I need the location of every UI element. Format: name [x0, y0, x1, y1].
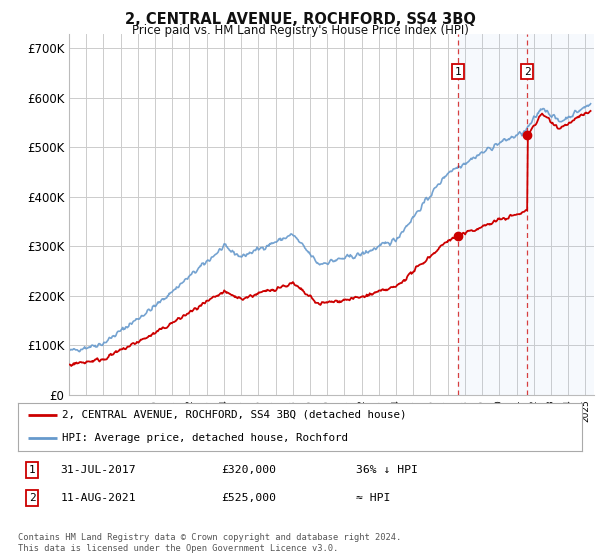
Text: 36% ↓ HPI: 36% ↓ HPI: [356, 465, 418, 475]
Text: 2: 2: [29, 493, 35, 503]
Text: 1: 1: [29, 465, 35, 475]
Text: HPI: Average price, detached house, Rochford: HPI: Average price, detached house, Roch…: [62, 433, 348, 444]
Text: 2, CENTRAL AVENUE, ROCHFORD, SS4 3BQ (detached house): 2, CENTRAL AVENUE, ROCHFORD, SS4 3BQ (de…: [62, 409, 406, 419]
Text: 2, CENTRAL AVENUE, ROCHFORD, SS4 3BQ: 2, CENTRAL AVENUE, ROCHFORD, SS4 3BQ: [125, 12, 475, 27]
Text: 31-JUL-2017: 31-JUL-2017: [60, 465, 136, 475]
Text: £320,000: £320,000: [221, 465, 276, 475]
Text: 1: 1: [454, 67, 461, 77]
Text: 2: 2: [524, 67, 530, 77]
Text: ≈ HPI: ≈ HPI: [356, 493, 391, 503]
Text: Contains HM Land Registry data © Crown copyright and database right 2024.
This d: Contains HM Land Registry data © Crown c…: [18, 533, 401, 553]
Text: £525,000: £525,000: [221, 493, 276, 503]
Text: 11-AUG-2021: 11-AUG-2021: [60, 493, 136, 503]
Text: Price paid vs. HM Land Registry's House Price Index (HPI): Price paid vs. HM Land Registry's House …: [131, 24, 469, 36]
Bar: [458, 34, 594, 395]
